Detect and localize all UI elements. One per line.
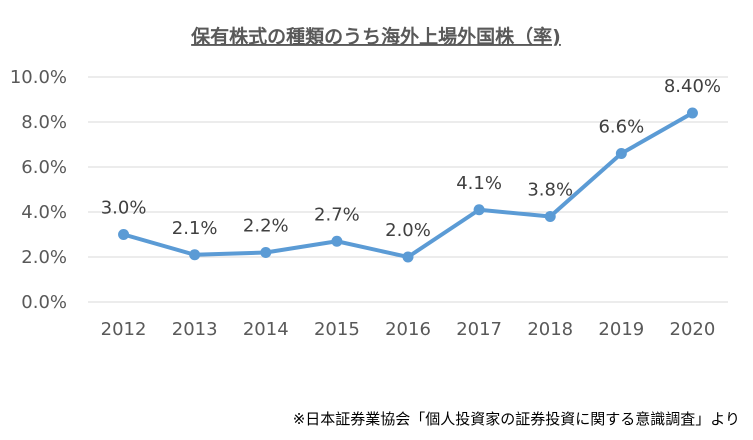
data-label: 3.0% — [101, 198, 147, 219]
data-labels: 3.0% 2.1% 2.2% 2.7% 2.0% 4.1% 3.8% 6.6% 8.40% — [101, 76, 721, 241]
y-tick-label: 4.0% — [21, 202, 67, 223]
x-tick-label: 2013 — [172, 319, 218, 340]
y-tick-label: 6.0% — [21, 157, 67, 178]
data-label: 3.8% — [527, 180, 573, 201]
data-label: 2.0% — [385, 220, 431, 241]
data-point — [544, 211, 556, 222]
x-tick-label: 2019 — [598, 319, 644, 340]
x-tick-label: 2017 — [456, 319, 502, 340]
x-axis-ticks: 2012 2013 2014 2015 2016 2017 2018 2019 2020 — [101, 319, 716, 340]
data-points — [118, 107, 698, 263]
x-tick-label: 2016 — [385, 319, 431, 340]
data-label: 2.1% — [172, 218, 218, 239]
data-label: 6.6% — [598, 117, 644, 138]
data-point — [260, 247, 272, 258]
data-point — [686, 107, 698, 119]
x-tick-label: 2014 — [243, 319, 289, 340]
y-axis-ticks: 0.0% 2.0% 4.0% 6.0% 8.0% 10.0% — [10, 67, 67, 313]
data-point — [118, 229, 130, 240]
data-label: 4.1% — [456, 173, 502, 194]
data-point — [615, 148, 627, 159]
x-tick-label: 2018 — [527, 319, 573, 340]
data-label: 8.40% — [664, 76, 721, 97]
gridlines — [88, 76, 728, 303]
data-label: 2.2% — [243, 216, 289, 237]
source-note: ※日本証券業協会「個人投資家の証券投資に関する意識調査」より — [293, 410, 740, 428]
x-tick-label: 2015 — [314, 319, 360, 340]
x-tick-label: 2020 — [670, 319, 716, 340]
y-tick-label: 8.0% — [21, 112, 67, 133]
data-point — [331, 235, 343, 247]
data-point — [402, 251, 414, 263]
data-point — [473, 204, 485, 216]
y-tick-label: 10.0% — [10, 67, 67, 88]
y-tick-label: 0.0% — [21, 292, 67, 313]
chart-title: 保有株式の種類のうち海外上場外国株（率) — [190, 25, 561, 48]
y-tick-label: 2.0% — [21, 247, 67, 268]
x-tick-label: 2012 — [101, 319, 147, 340]
data-point — [189, 249, 201, 261]
data-label: 2.7% — [314, 204, 360, 225]
